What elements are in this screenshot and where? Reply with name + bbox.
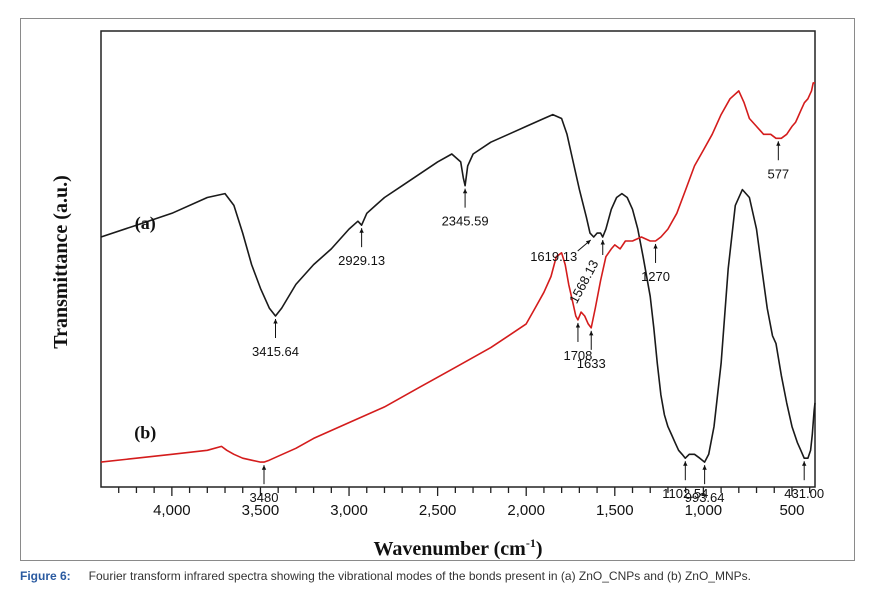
ftir-chart: 4,000 3,500 3,000 2,500 2,000 1,500 1,000 500 3…: [50, 30, 824, 560]
annotation-arrowhead: [683, 461, 688, 466]
annotation-arrowhead: [776, 141, 781, 146]
peak-label: 1619.13: [530, 249, 577, 264]
peak-label: 431.00: [784, 486, 824, 501]
x-tick-label: 2,000: [507, 502, 545, 519]
peak-label: 2929.13: [338, 253, 385, 268]
caption-text: Fourier transform infrared spectra showi…: [88, 569, 751, 583]
figure-frame: 4,000 3,500 3,000 2,500 2,000 1,500 1,000 500 3…: [20, 18, 855, 561]
x-axis-ticks: 4,000 3,500 3,000 2,500 2,000 1,500 1,000 500: [118, 487, 811, 519]
peak-label: 3480: [250, 490, 279, 505]
annotation-arrowhead: [600, 240, 605, 245]
series-label: (a): [135, 213, 156, 234]
x-axis-title-main: Wavenumber (cm: [373, 538, 526, 560]
caption-label: Figure 6:: [20, 569, 71, 583]
annotation-arrowhead: [589, 330, 594, 336]
annotation-arrowhead: [702, 465, 707, 470]
series-line-a: [100, 113, 816, 463]
y-axis-title: Transmittance (a.u.): [50, 175, 72, 349]
annotation-arrowhead: [585, 240, 591, 245]
annotation-arrowhead: [359, 228, 364, 233]
x-tick-label: 3,500: [242, 502, 280, 519]
peak-label: 577: [767, 166, 789, 181]
series-label: (b): [134, 422, 156, 443]
x-tick-label: 4,000: [153, 502, 191, 519]
plot-area-border: [100, 30, 816, 488]
annotation-arrowhead: [802, 461, 807, 466]
x-tick-label: 2,500: [419, 502, 457, 519]
peak-label: 2345.59: [442, 214, 489, 229]
x-tick-label: 1,500: [596, 502, 634, 519]
peak-label: 3415.64: [252, 344, 299, 359]
annotation-arrowhead: [653, 244, 658, 249]
peak-label: 1708: [563, 348, 592, 363]
peak-label: 993.64: [685, 490, 725, 505]
x-axis-title-close: ): [536, 538, 543, 560]
peak-label: 1568.13: [566, 257, 601, 306]
x-axis-title-sup: -1: [526, 536, 536, 550]
annotation-arrowhead: [261, 465, 267, 470]
x-tick-label: 1,000: [685, 502, 723, 519]
x-axis-title: Wavenumber (cm-1): [373, 536, 542, 560]
series-labels: (a) (b): [134, 213, 156, 443]
peak-label: 1633: [577, 356, 606, 371]
series-layer: [100, 82, 816, 463]
annotation-arrowhead: [575, 322, 581, 328]
annotation-arrowhead: [273, 319, 278, 324]
peak-label: 1102.54: [662, 486, 708, 501]
annotation-arrowhead: [462, 188, 468, 194]
peak-label: 1270: [641, 269, 670, 284]
x-tick-label: 500: [779, 502, 804, 519]
x-tick-label: 3,000: [330, 502, 368, 519]
figure-caption: Figure 6: Fourier transform infrared spec…: [20, 569, 855, 583]
series-line-b: [100, 82, 815, 463]
